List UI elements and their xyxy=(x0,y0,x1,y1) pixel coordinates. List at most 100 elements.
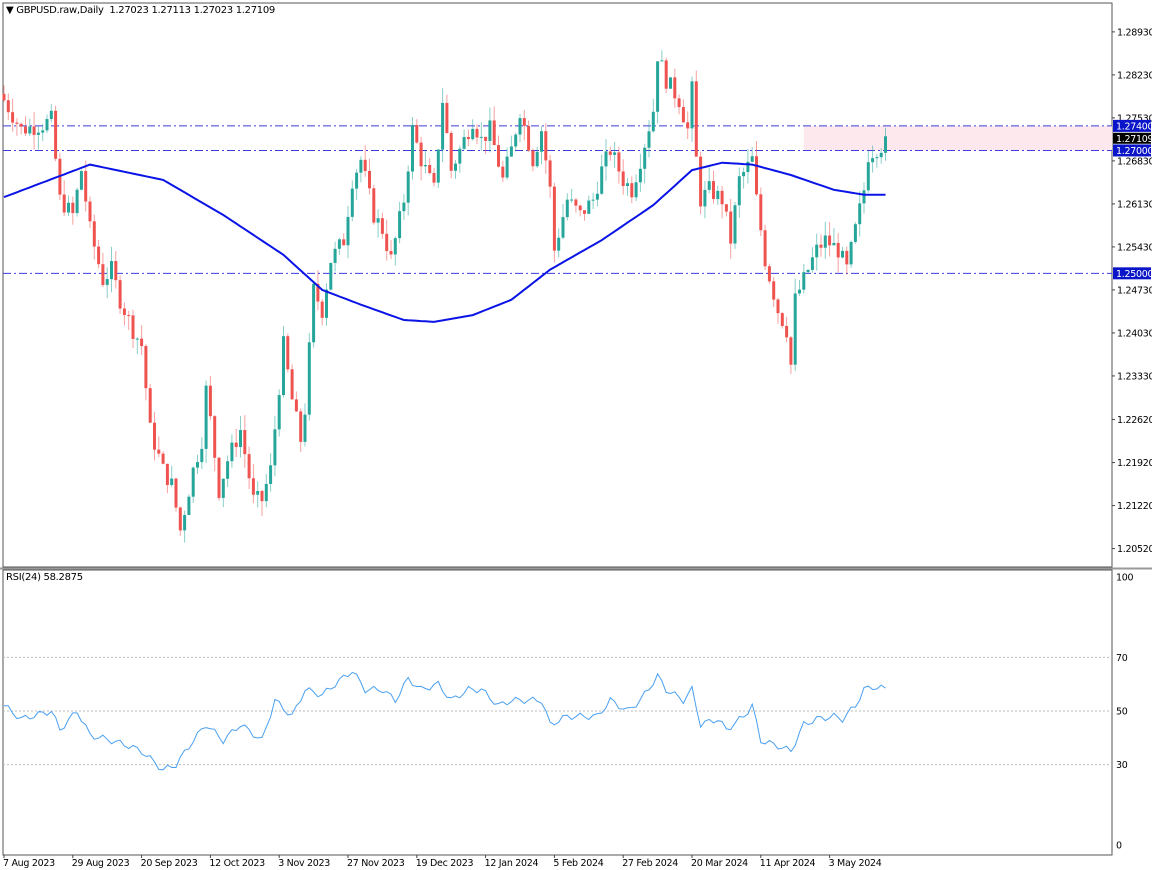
resistance-zone xyxy=(803,125,1112,151)
time-tick-label: 29 Aug 2023 xyxy=(72,858,130,869)
bull-candle xyxy=(79,171,83,190)
bull-candle xyxy=(183,515,187,531)
bear-candle xyxy=(544,131,548,161)
bull-candle xyxy=(187,496,191,516)
bull-candle xyxy=(853,224,857,242)
price-tick-label: 1.27530 xyxy=(1117,113,1152,124)
bear-candle xyxy=(466,137,470,140)
bull-candle xyxy=(406,171,410,203)
bull-candle xyxy=(703,189,707,207)
bull-candle xyxy=(841,250,844,258)
bear-candle xyxy=(548,160,552,187)
bear-candle xyxy=(484,136,488,141)
bear-candle xyxy=(363,159,367,171)
bull-candle xyxy=(49,110,53,120)
time-tick-label: 20 Sep 2023 xyxy=(141,858,198,869)
time-tick-label: 20 Mar 2024 xyxy=(691,858,748,869)
price-tick-label: 1.25430 xyxy=(1117,242,1152,253)
bull-candle xyxy=(806,269,810,273)
bear-candle xyxy=(161,453,165,464)
bear-candle xyxy=(673,77,677,99)
bull-candle xyxy=(884,136,887,153)
bear-candle xyxy=(699,156,703,207)
bear-candle xyxy=(583,210,586,214)
bull-candle xyxy=(561,217,565,238)
bear-candle xyxy=(290,369,294,400)
bull-candle xyxy=(67,202,70,213)
bull-candle xyxy=(191,467,195,497)
level-price-badge xyxy=(1113,267,1151,280)
bull-candle xyxy=(509,146,513,157)
bull-candle xyxy=(746,161,750,173)
price-tick-label: 1.26830 xyxy=(1117,156,1152,167)
bear-candle xyxy=(299,411,303,442)
bear-candle xyxy=(475,128,479,138)
bear-candle xyxy=(19,123,23,127)
price-tick-label: 1.23330 xyxy=(1117,371,1152,382)
bull-candle xyxy=(307,342,311,415)
price-tick-label: 1.21920 xyxy=(1117,458,1152,469)
bull-candle xyxy=(135,338,139,340)
bull-candle xyxy=(793,293,797,365)
bull-candle xyxy=(798,289,801,294)
bull-candle xyxy=(570,199,574,201)
bear-candle xyxy=(780,313,784,326)
bull-candle xyxy=(810,257,814,270)
bear-candle xyxy=(97,246,101,265)
bull-candle xyxy=(423,165,427,167)
bear-candle xyxy=(6,100,10,113)
time-tick-label: 12 Jan 2024 xyxy=(485,858,539,869)
level-price-badge xyxy=(1113,144,1151,157)
bull-candle xyxy=(690,81,694,129)
bear-candle xyxy=(372,188,376,223)
rsi-line xyxy=(3,671,886,771)
bull-candle xyxy=(823,235,827,248)
bear-candle xyxy=(54,110,58,159)
bull-candle xyxy=(651,111,655,132)
bull-candle xyxy=(587,200,591,214)
bull-candle xyxy=(200,448,204,463)
rsi-header: RSI(24) 58.2875 xyxy=(6,572,83,583)
bull-candle xyxy=(359,159,363,173)
bear-candle xyxy=(522,118,526,126)
bear-candle xyxy=(92,221,96,247)
bull-candle xyxy=(832,242,836,246)
bull-candle xyxy=(600,166,604,194)
bull-candle xyxy=(441,102,445,150)
bear-candle xyxy=(445,102,449,133)
time-tick-label: 11 Apr 2024 xyxy=(760,858,816,869)
bull-candle xyxy=(638,168,642,183)
bull-candle xyxy=(604,151,608,167)
bull-candle xyxy=(239,430,242,448)
level-price-label: 1.27000 xyxy=(1116,146,1152,157)
bull-candle xyxy=(742,172,746,177)
bull-candle xyxy=(105,279,109,285)
bear-candle xyxy=(342,239,346,246)
symbol-label: GBPUSD.raw,Daily xyxy=(16,5,104,16)
bull-candle xyxy=(226,461,230,479)
bear-candle xyxy=(720,190,724,205)
bear-candle xyxy=(712,181,715,200)
rsi-tick-label: 50 xyxy=(1116,707,1128,718)
bear-candle xyxy=(419,142,423,167)
bull-candle xyxy=(802,272,806,290)
bull-candle xyxy=(273,429,277,466)
bull-candle xyxy=(879,152,883,158)
bear-candle xyxy=(101,264,105,285)
bear-candle xyxy=(320,301,324,318)
bear-candle xyxy=(492,120,496,146)
time-tick-label: 7 Aug 2023 xyxy=(3,858,55,869)
bear-candle xyxy=(260,491,264,502)
bear-candle xyxy=(294,399,298,412)
collapse-triangle-icon[interactable]: ▼ xyxy=(6,5,14,16)
bear-candle xyxy=(694,81,698,157)
bear-candle xyxy=(428,165,432,174)
bull-candle xyxy=(626,183,629,187)
price-tick-label: 1.26130 xyxy=(1117,199,1152,210)
bear-candle xyxy=(763,230,767,267)
bull-candle xyxy=(264,483,268,502)
bear-candle xyxy=(828,235,832,246)
bull-candle xyxy=(565,199,569,218)
bear-candle xyxy=(243,430,247,455)
